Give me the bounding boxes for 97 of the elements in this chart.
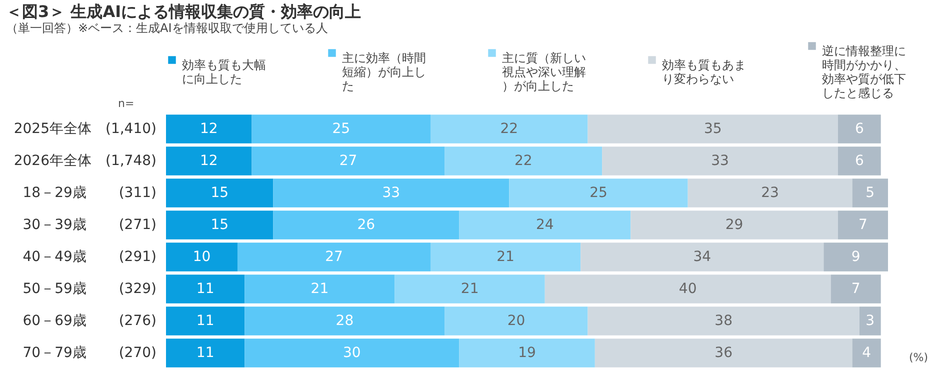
bar <box>166 274 245 304</box>
bar <box>252 146 445 176</box>
bar <box>509 178 688 208</box>
data-label: 10 <box>192 249 211 265</box>
bar <box>838 146 881 176</box>
data-label: 5 <box>866 185 875 201</box>
y-tick-label: 2026年全体 (1,748) <box>14 153 156 169</box>
y-tick-label: 2025年全体 (1,410) <box>14 121 156 137</box>
bar <box>273 210 460 240</box>
y-tick-label: 70－79歳 (270) <box>22 345 156 361</box>
data-label: 12 <box>200 121 218 137</box>
data-label: 25 <box>590 185 608 201</box>
data-label: 35 <box>704 121 722 137</box>
bar <box>244 274 395 304</box>
data-label: 27 <box>325 249 343 265</box>
bar <box>588 306 860 336</box>
data-label: 11 <box>196 345 214 361</box>
data-label: 33 <box>711 153 729 169</box>
data-label: 12 <box>200 153 218 169</box>
data-label: 3 <box>866 313 875 329</box>
legend-label: 主に効率（時間短縮）が向上した <box>342 51 426 93</box>
data-label: 7 <box>858 217 868 233</box>
bar <box>166 242 238 272</box>
data-label: 33 <box>382 185 400 201</box>
y-tick-label: 40－49歳 (291) <box>22 249 156 265</box>
data-label: 4 <box>862 345 872 361</box>
chart-subtitle: （単一回答）※ベース：生成AIを情報収取で使用している人 <box>6 21 328 35</box>
bar <box>237 242 430 272</box>
data-label: 21 <box>460 281 479 297</box>
bar <box>444 306 588 336</box>
bar <box>830 274 881 304</box>
bar <box>459 210 631 240</box>
data-label: 34 <box>693 249 712 265</box>
bar <box>630 210 838 240</box>
bar <box>859 306 881 336</box>
data-label: 24 <box>536 217 554 233</box>
data-label: 38 <box>714 313 732 329</box>
data-label: 36 <box>714 345 733 361</box>
data-label: 30 <box>342 345 361 361</box>
bar <box>602 146 838 176</box>
data-label: 28 <box>336 313 354 329</box>
legend-label: 効率も質も大幅に向上した <box>182 58 266 86</box>
bar <box>580 242 824 272</box>
legend-label: 逆に情報整理に時間がかかり、効率や質が低下したと感じる <box>822 44 906 100</box>
bar <box>430 242 581 272</box>
bar <box>544 274 831 304</box>
data-label: 19 <box>518 345 536 361</box>
bar <box>824 242 888 272</box>
data-label: 23 <box>761 185 779 201</box>
legend-label: 主に質（新しい視点や深い理解）が向上した <box>502 51 586 93</box>
data-label: 40 <box>678 281 697 297</box>
data-label: 27 <box>339 153 358 169</box>
bar <box>166 146 252 176</box>
bar <box>252 114 430 144</box>
text: (%) <box>908 351 928 364</box>
data-label: 7 <box>851 281 860 297</box>
bar <box>166 178 274 208</box>
bar <box>852 178 888 208</box>
bar <box>244 338 460 368</box>
data-label: 20 <box>507 313 526 329</box>
y-tick-label: 60－69歳 (276) <box>22 313 156 329</box>
bar <box>166 338 245 368</box>
bar <box>852 338 881 368</box>
data-label: 15 <box>210 185 229 201</box>
bar <box>166 114 252 144</box>
y-tick-label: 30－39歳 (271) <box>22 217 156 233</box>
y-tick-label: 18－29歳 (311) <box>22 185 156 201</box>
y-tick-label: 50－59歳 (329) <box>22 281 156 297</box>
bar <box>688 178 852 208</box>
bar <box>273 178 510 208</box>
bar <box>166 210 274 240</box>
chart-title: ＜図3＞ 生成AIによる情報収集の質・効率の向上 <box>6 2 362 21</box>
data-label: 6 <box>854 121 864 137</box>
data-label: 29 <box>725 217 744 233</box>
bar <box>244 306 445 336</box>
bar <box>838 114 881 144</box>
data-label: 21 <box>496 249 514 265</box>
data-label: 22 <box>514 153 532 169</box>
data-label: 25 <box>332 121 350 137</box>
bar <box>394 274 545 304</box>
bar <box>594 338 852 368</box>
legend-label: 効率も質もあまり変わらない <box>662 58 746 86</box>
bar <box>430 114 588 144</box>
bar <box>459 338 595 368</box>
data-label: 6 <box>854 153 864 169</box>
bar <box>588 114 838 144</box>
text: n= <box>118 97 134 110</box>
data-label: 21 <box>310 281 329 297</box>
data-label: 9 <box>851 249 860 265</box>
data-label: 26 <box>357 217 376 233</box>
data-label: 15 <box>210 217 229 233</box>
bar <box>444 146 602 176</box>
bar <box>838 210 888 240</box>
bar <box>166 306 245 336</box>
data-label: 11 <box>196 281 214 297</box>
data-label: 22 <box>500 121 518 137</box>
data-label: 11 <box>196 313 214 329</box>
